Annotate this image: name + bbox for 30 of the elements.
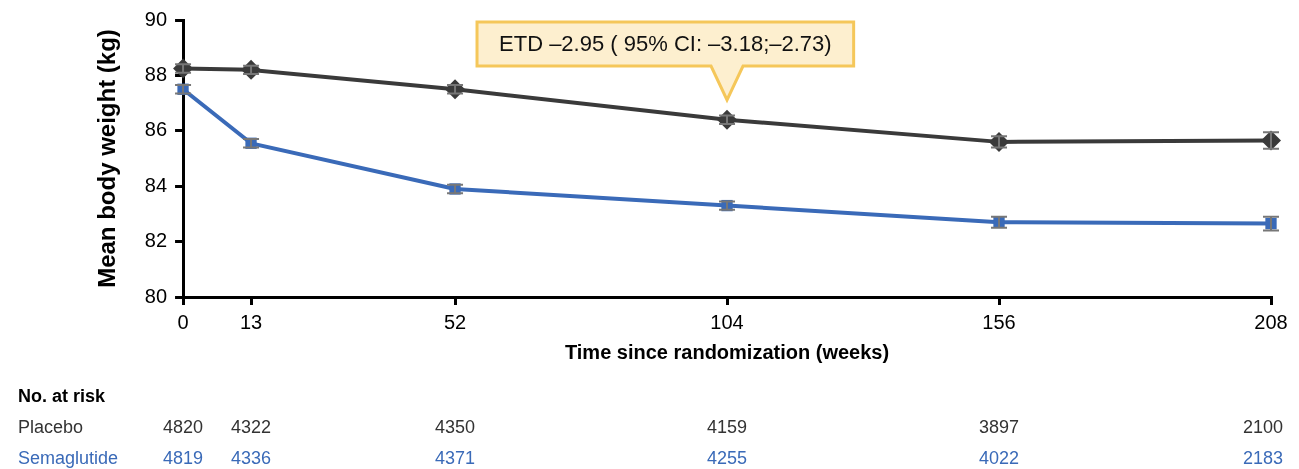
y-tick-label: 86	[144, 118, 168, 141]
text: 4022	[978, 447, 1020, 468]
text: 2183	[1242, 447, 1284, 468]
y-tick-label: 80	[144, 284, 168, 307]
x-tick-label: 0	[177, 310, 189, 333]
y-tick-label: 90	[144, 7, 168, 30]
y-axis-title: Mean body weight (kg)	[93, 29, 121, 288]
text: 4255	[707, 447, 748, 468]
x-tick-label: 104	[710, 310, 744, 333]
x-tick-label: 208	[1254, 310, 1288, 333]
text: No. at risk	[18, 385, 107, 406]
text: 4820	[163, 416, 204, 437]
text: 4159	[707, 416, 748, 437]
text: 2100	[1242, 416, 1284, 437]
x-tick-label: 13	[239, 310, 263, 333]
text: 4819	[163, 447, 204, 468]
text: 4350	[435, 416, 476, 437]
text: 4336	[231, 447, 272, 468]
annotation: ETD –2.95 ( 95% CI: –3.18;–2.73)	[499, 31, 832, 57]
text: Placebo	[18, 416, 84, 437]
text: Semaglutide	[18, 447, 119, 468]
y-tick-label: 82	[144, 229, 168, 252]
y-tick-label: 88	[144, 62, 168, 85]
text: 4371	[435, 447, 476, 468]
x-tick-label: 52	[443, 310, 467, 333]
text: 4322	[231, 416, 272, 437]
text: 3897	[978, 416, 1020, 437]
x-tick-label: 156	[982, 310, 1016, 333]
x-axis-title: Time since randomization (weeks)	[564, 340, 890, 363]
y-tick-label: 84	[144, 173, 168, 196]
